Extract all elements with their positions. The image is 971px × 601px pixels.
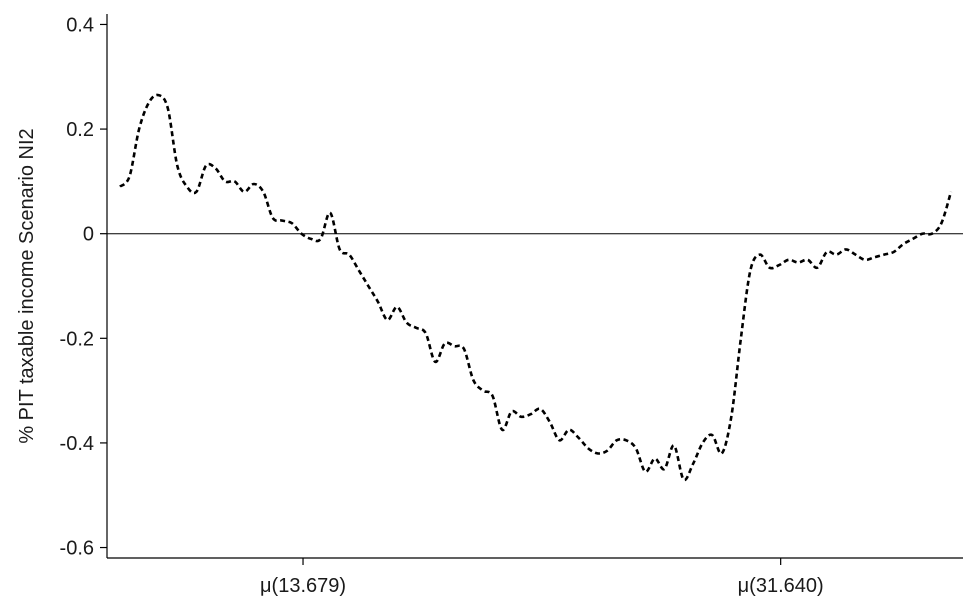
- y-tick-label: -0.2: [60, 328, 94, 350]
- x-tick-label: μ(13.679): [260, 575, 346, 597]
- series-layer: [119, 93, 953, 482]
- x-tick-label: μ(31.640): [738, 575, 824, 597]
- y-tick-label: -0.6: [60, 538, 94, 560]
- axes: [100, 14, 963, 565]
- y-tick-label: -0.4: [60, 433, 94, 455]
- y-tick-label: 0.4: [66, 14, 94, 36]
- y-tick-label: 0: [83, 224, 94, 246]
- series-line-0: [119, 93, 953, 482]
- y-tick-label: 0.2: [66, 119, 94, 141]
- tick-labels: 0.4 0.2 0 -0.2 -0.4 -0.6 μ(13.679) μ(31.640): [60, 14, 824, 597]
- y-axis-title: % PIT taxable income Scenario NI2: [16, 128, 38, 443]
